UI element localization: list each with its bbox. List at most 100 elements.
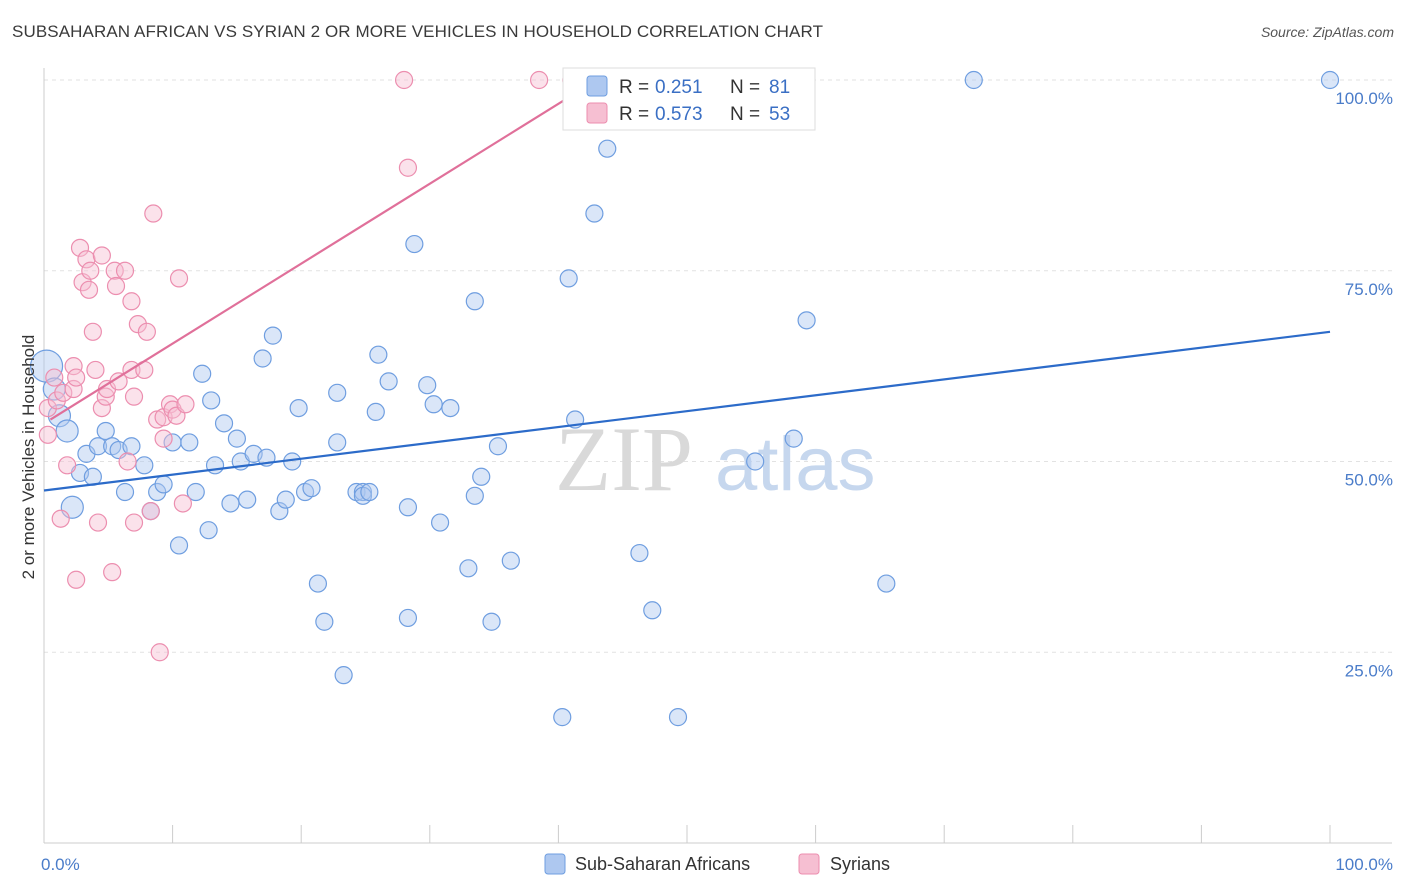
syrian-point-29 — [122, 292, 141, 311]
legend-swatch-syrian — [586, 102, 608, 124]
subsaharan-point-68 — [559, 269, 578, 288]
syrian-point-19 — [92, 246, 111, 265]
watermark-atlas: atlas — [715, 422, 876, 507]
subsaharan-point-27 — [221, 494, 240, 513]
subsaharan-point-79 — [964, 70, 983, 90]
syrian-point-45 — [169, 269, 189, 288]
syrian-point-37 — [144, 204, 163, 223]
syrian-point-14 — [79, 280, 99, 299]
legend-n-value-2: 53 — [769, 104, 790, 125]
subsaharan-point-24 — [202, 391, 221, 410]
legend-n-value-1: 81 — [769, 77, 790, 98]
subsaharan-point-14 — [135, 456, 154, 475]
syrian-point-46 — [173, 494, 192, 513]
bottom-legend: Sub-Saharan Africans Syrians — [544, 853, 890, 875]
y-tick-label-0: 25.0% — [1345, 661, 1393, 680]
subsaharan-point-54 — [398, 608, 418, 628]
subsaharan-point-42 — [315, 612, 334, 631]
subsaharan-point-17 — [154, 475, 173, 494]
syrian-point-48 — [394, 70, 414, 90]
subsaharan-point-40 — [302, 479, 321, 498]
subsaharan-point-53 — [398, 498, 418, 517]
syrian-point-15 — [81, 261, 100, 280]
syrian-point-24 — [105, 261, 124, 280]
subsaharan-point-12 — [115, 482, 135, 502]
subsaharan-point-72 — [630, 543, 649, 563]
tick-labels: 25.0% 50.0% 75.0% 100.0% 0.0% 100.0% — [41, 89, 1393, 874]
syrian-point-16 — [83, 322, 102, 341]
bottom-legend-label-syrian: Syrians — [830, 854, 890, 874]
syrian-point-21 — [96, 387, 115, 406]
subsaharan-point-45 — [334, 666, 353, 685]
subsaharan-point-76 — [784, 429, 803, 448]
subsaharan-point-59 — [441, 398, 460, 418]
subsaharan-point-61 — [465, 486, 484, 505]
subsaharan-point-63 — [472, 467, 491, 486]
subsaharan-point-28 — [227, 429, 246, 448]
syrian-point-1 — [38, 425, 57, 444]
subsaharan-point-22 — [193, 364, 212, 383]
subsaharan-point-70 — [585, 204, 604, 223]
bottom-legend-swatch-syrian — [798, 853, 820, 875]
legend-r-label-2: R = — [619, 104, 649, 125]
subsaharan-point-23 — [199, 521, 218, 540]
syrian-point-13 — [77, 250, 96, 269]
syrian-point-36 — [141, 501, 160, 521]
x-tick-label-1: 100.0% — [1335, 855, 1393, 874]
y-axis-label: 2 or more Vehicles in Household — [19, 335, 38, 580]
subsaharan-point-30 — [238, 490, 257, 509]
subsaharan-point-21 — [186, 482, 205, 502]
syrian-point-31 — [124, 387, 144, 406]
syrian-point-25 — [106, 276, 126, 296]
legend-r-value-1: 0.251 — [655, 77, 703, 98]
legend-r-label-1: R = — [619, 77, 649, 98]
subsaharan-point-25 — [205, 456, 225, 475]
bottom-legend-swatch-subsaharan — [544, 853, 566, 875]
subsaharan-point-3 — [55, 419, 79, 443]
y-tick-label-1: 50.0% — [1345, 471, 1393, 490]
subsaharan-point-36 — [276, 490, 295, 509]
syrian-point-8 — [64, 379, 83, 399]
syrian-point-28 — [118, 452, 137, 471]
subsaharan-point-66 — [501, 551, 520, 570]
subsaharan-point-8 — [88, 437, 108, 456]
subsaharan-point-19 — [169, 536, 189, 555]
syrian-point-39 — [150, 643, 169, 662]
subsaharan-point-62 — [465, 292, 484, 311]
data-points — [29, 70, 1340, 727]
syrian-point-11 — [70, 238, 90, 257]
subsaharan-point-58 — [430, 513, 450, 532]
subsaharan-point-44 — [328, 433, 347, 452]
subsaharan-point-80 — [1320, 70, 1340, 90]
legend-box: R = 0.251 N = 81 R = 0.573 N = 53 — [562, 67, 816, 131]
subsaharan-point-9 — [96, 421, 115, 441]
subsaharan-point-71 — [598, 139, 617, 158]
legend-swatch-subsaharan — [586, 75, 608, 97]
syrian-point-47 — [176, 395, 195, 414]
subsaharan-point-35 — [270, 501, 289, 521]
trend-lines — [43, 82, 1331, 492]
chart-source: Source: ZipAtlas.com — [1260, 24, 1394, 40]
syrian-trend-line — [49, 82, 592, 421]
syrian-point-5 — [54, 383, 73, 402]
gridlines — [44, 79, 1392, 653]
syrian-point-6 — [58, 456, 77, 475]
subsaharan-point-20 — [180, 433, 199, 452]
y-tick-label-2: 75.0% — [1345, 280, 1393, 299]
subsaharan-point-52 — [379, 372, 398, 391]
syrian-point-49 — [398, 158, 418, 177]
y-tick-label-3: 100.0% — [1335, 89, 1393, 108]
watermark: ZIP atlas — [555, 408, 876, 510]
subsaharan-point-32 — [253, 349, 272, 368]
syrian-point-2 — [45, 368, 64, 387]
subsaharan-point-57 — [424, 395, 443, 414]
legend-n-label-2: N = — [730, 104, 760, 125]
subsaharan-point-13 — [122, 437, 141, 456]
subsaharan-point-75 — [746, 452, 765, 471]
subsaharan-point-73 — [643, 601, 662, 620]
syrian-point-40 — [154, 429, 173, 448]
syrian-point-9 — [67, 368, 86, 387]
subsaharan-point-34 — [263, 326, 283, 345]
subsaharan-trend-line — [43, 330, 1331, 492]
